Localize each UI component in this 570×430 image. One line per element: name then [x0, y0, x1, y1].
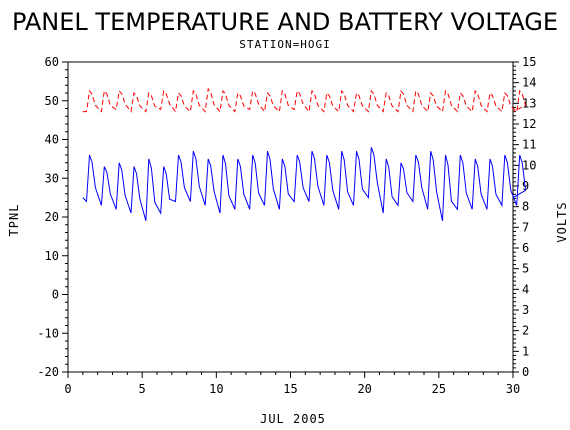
plot-frame	[67, 61, 514, 373]
right-y-tick-label: 6	[522, 241, 529, 255]
right-y-tick-label: 8	[522, 200, 529, 214]
right-y-tick-label: 3	[522, 303, 529, 317]
x-tick-label: 30	[506, 382, 520, 396]
left-y-tick-label: -10	[37, 326, 59, 340]
right-y-tick-label: 4	[522, 282, 529, 296]
x-axis: 0 5 10 15 20 25 30	[64, 372, 520, 396]
right-y-tick-label: 15	[522, 55, 536, 69]
left-y-tick-label: 40	[45, 133, 59, 147]
chart-subtitle: STATION=HOGI	[239, 38, 330, 51]
right-y-tick-label: 7	[522, 220, 529, 234]
right-y-tick-label: 13	[522, 96, 536, 110]
right-y-tick-label: 10	[522, 158, 536, 172]
left-y-tick-label: 30	[45, 171, 59, 185]
x-tick-label: 15	[283, 382, 297, 396]
left-y-tick-label: 50	[45, 94, 59, 108]
x-tick-label: 20	[357, 382, 371, 396]
x-tick-label: 0	[64, 382, 71, 396]
x-tick-label: 10	[209, 382, 223, 396]
left-y-axis: -20 -10 0 10 20 30 40 50 60	[37, 55, 68, 379]
left-y-tick-label: 60	[45, 55, 59, 69]
series-group	[82, 87, 527, 222]
right-y-tick-label: 11	[522, 138, 536, 152]
right-y-tick-label: 14	[522, 76, 536, 90]
right-y-tick-label: 12	[522, 117, 536, 131]
battery-voltage-series-line	[82, 87, 527, 113]
x-axis-label: JUL 2005	[260, 412, 326, 426]
right-y-tick-label: 1	[522, 344, 529, 358]
right-y-tick-label: 0	[522, 365, 529, 379]
left-y-tick-label: 10	[45, 249, 59, 263]
right-y-axis-label: VOLTS	[555, 201, 569, 242]
right-y-tick-label: 5	[522, 262, 529, 276]
x-tick-label: 25	[432, 382, 446, 396]
right-y-tick-label: 2	[522, 324, 529, 338]
left-y-tick-label: 20	[45, 210, 59, 224]
left-y-axis-label: TPNL	[7, 204, 21, 237]
chart-title: PANEL TEMPERATURE AND BATTERY VOLTAGE	[12, 8, 558, 36]
left-y-tick-label: 0	[52, 288, 59, 302]
x-tick-label: 5	[139, 382, 146, 396]
right-y-tick-label: 9	[522, 179, 529, 193]
panel-temperature-series-line	[82, 147, 527, 222]
left-y-tick-label: -20	[37, 365, 59, 379]
